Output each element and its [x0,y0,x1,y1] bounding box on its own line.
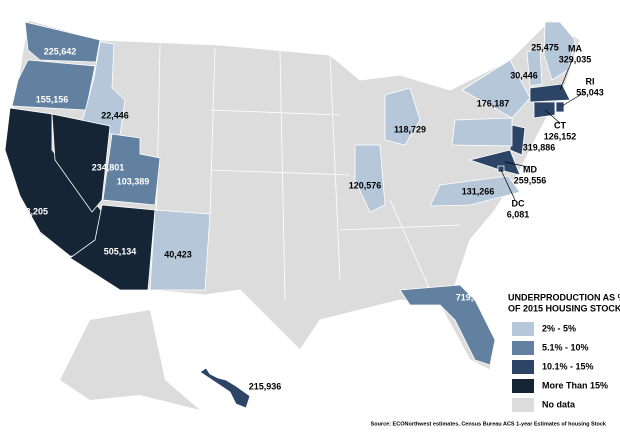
region [79,41,126,136]
region-label: 225,642 [44,46,77,56]
region-label: 55,043 [576,87,604,97]
region [199,367,251,409]
region-label: 329,035 [559,54,592,64]
region-label: 103,389 [117,176,150,186]
legend-swatch [512,341,534,355]
alaska [60,310,200,410]
region [51,113,111,213]
region-label: 25,475 [531,42,559,52]
region-label: 22,446 [101,110,129,120]
region-label: 155,156 [36,94,69,104]
region-label: 118,729 [394,124,426,134]
region [468,149,521,176]
region-label: 6,081 [507,209,530,219]
region [384,87,421,146]
leader-line [559,59,573,91]
region-label: 719,230 [456,292,489,302]
legend-label: 5.1% - 10% [542,342,589,352]
region [354,144,386,213]
region [24,21,101,63]
region-abbr: RI [586,76,595,86]
region-label: 131,266 [462,186,495,196]
region [11,59,96,111]
leader-line [500,169,516,201]
legend-swatch [512,379,534,393]
labels: 225,642 155,156 22,446 3,378,205 234,801 103,… [8,42,604,391]
legend: UNDERPRODUCTION AS %OF 2015 HOUSING STOC… [508,292,620,412]
region [102,133,161,206]
region-label: 505,134 [104,246,137,256]
region-label: 126,152 [544,131,577,141]
region-abbr: MD [523,164,537,174]
leader-line [544,109,561,124]
region-label: 40,423 [164,249,192,259]
leader-line [561,91,586,107]
region-abbr: MA [568,43,582,53]
legend-title: OF 2015 HOUSING STOCK [508,303,620,313]
region-label: 3,378,205 [8,206,48,216]
region-label: 176,187 [477,98,510,108]
region-label: 120,576 [349,180,382,190]
legend-label: 2% - 5% [542,323,576,333]
legend-label: No data [542,399,576,409]
regions [4,21,576,409]
region [529,83,571,103]
region [149,209,211,291]
region [555,101,565,113]
region-label: 215,936 [249,381,282,391]
region [451,59,531,147]
legend-swatch [512,398,534,412]
legend-label: More Than 15% [542,380,608,390]
region [526,47,543,87]
legend-swatch [512,322,534,336]
region [429,175,521,207]
region-label: 319,886 [523,142,556,152]
legend-swatch [512,360,534,374]
region-label: 234,801 [92,162,125,172]
region-label: 259,556 [514,175,547,185]
legend-label: 10.1% - 15% [542,361,594,371]
region [399,284,496,366]
legend-title: UNDERPRODUCTION AS % [508,292,620,302]
source: Source: ECONorthwest estimates, Census B… [371,421,607,427]
leader-line [504,161,529,168]
region-abbr: CT [554,120,566,130]
region [497,165,505,173]
region-label: 30,446 [510,70,538,80]
region-abbr: DC [512,198,525,208]
